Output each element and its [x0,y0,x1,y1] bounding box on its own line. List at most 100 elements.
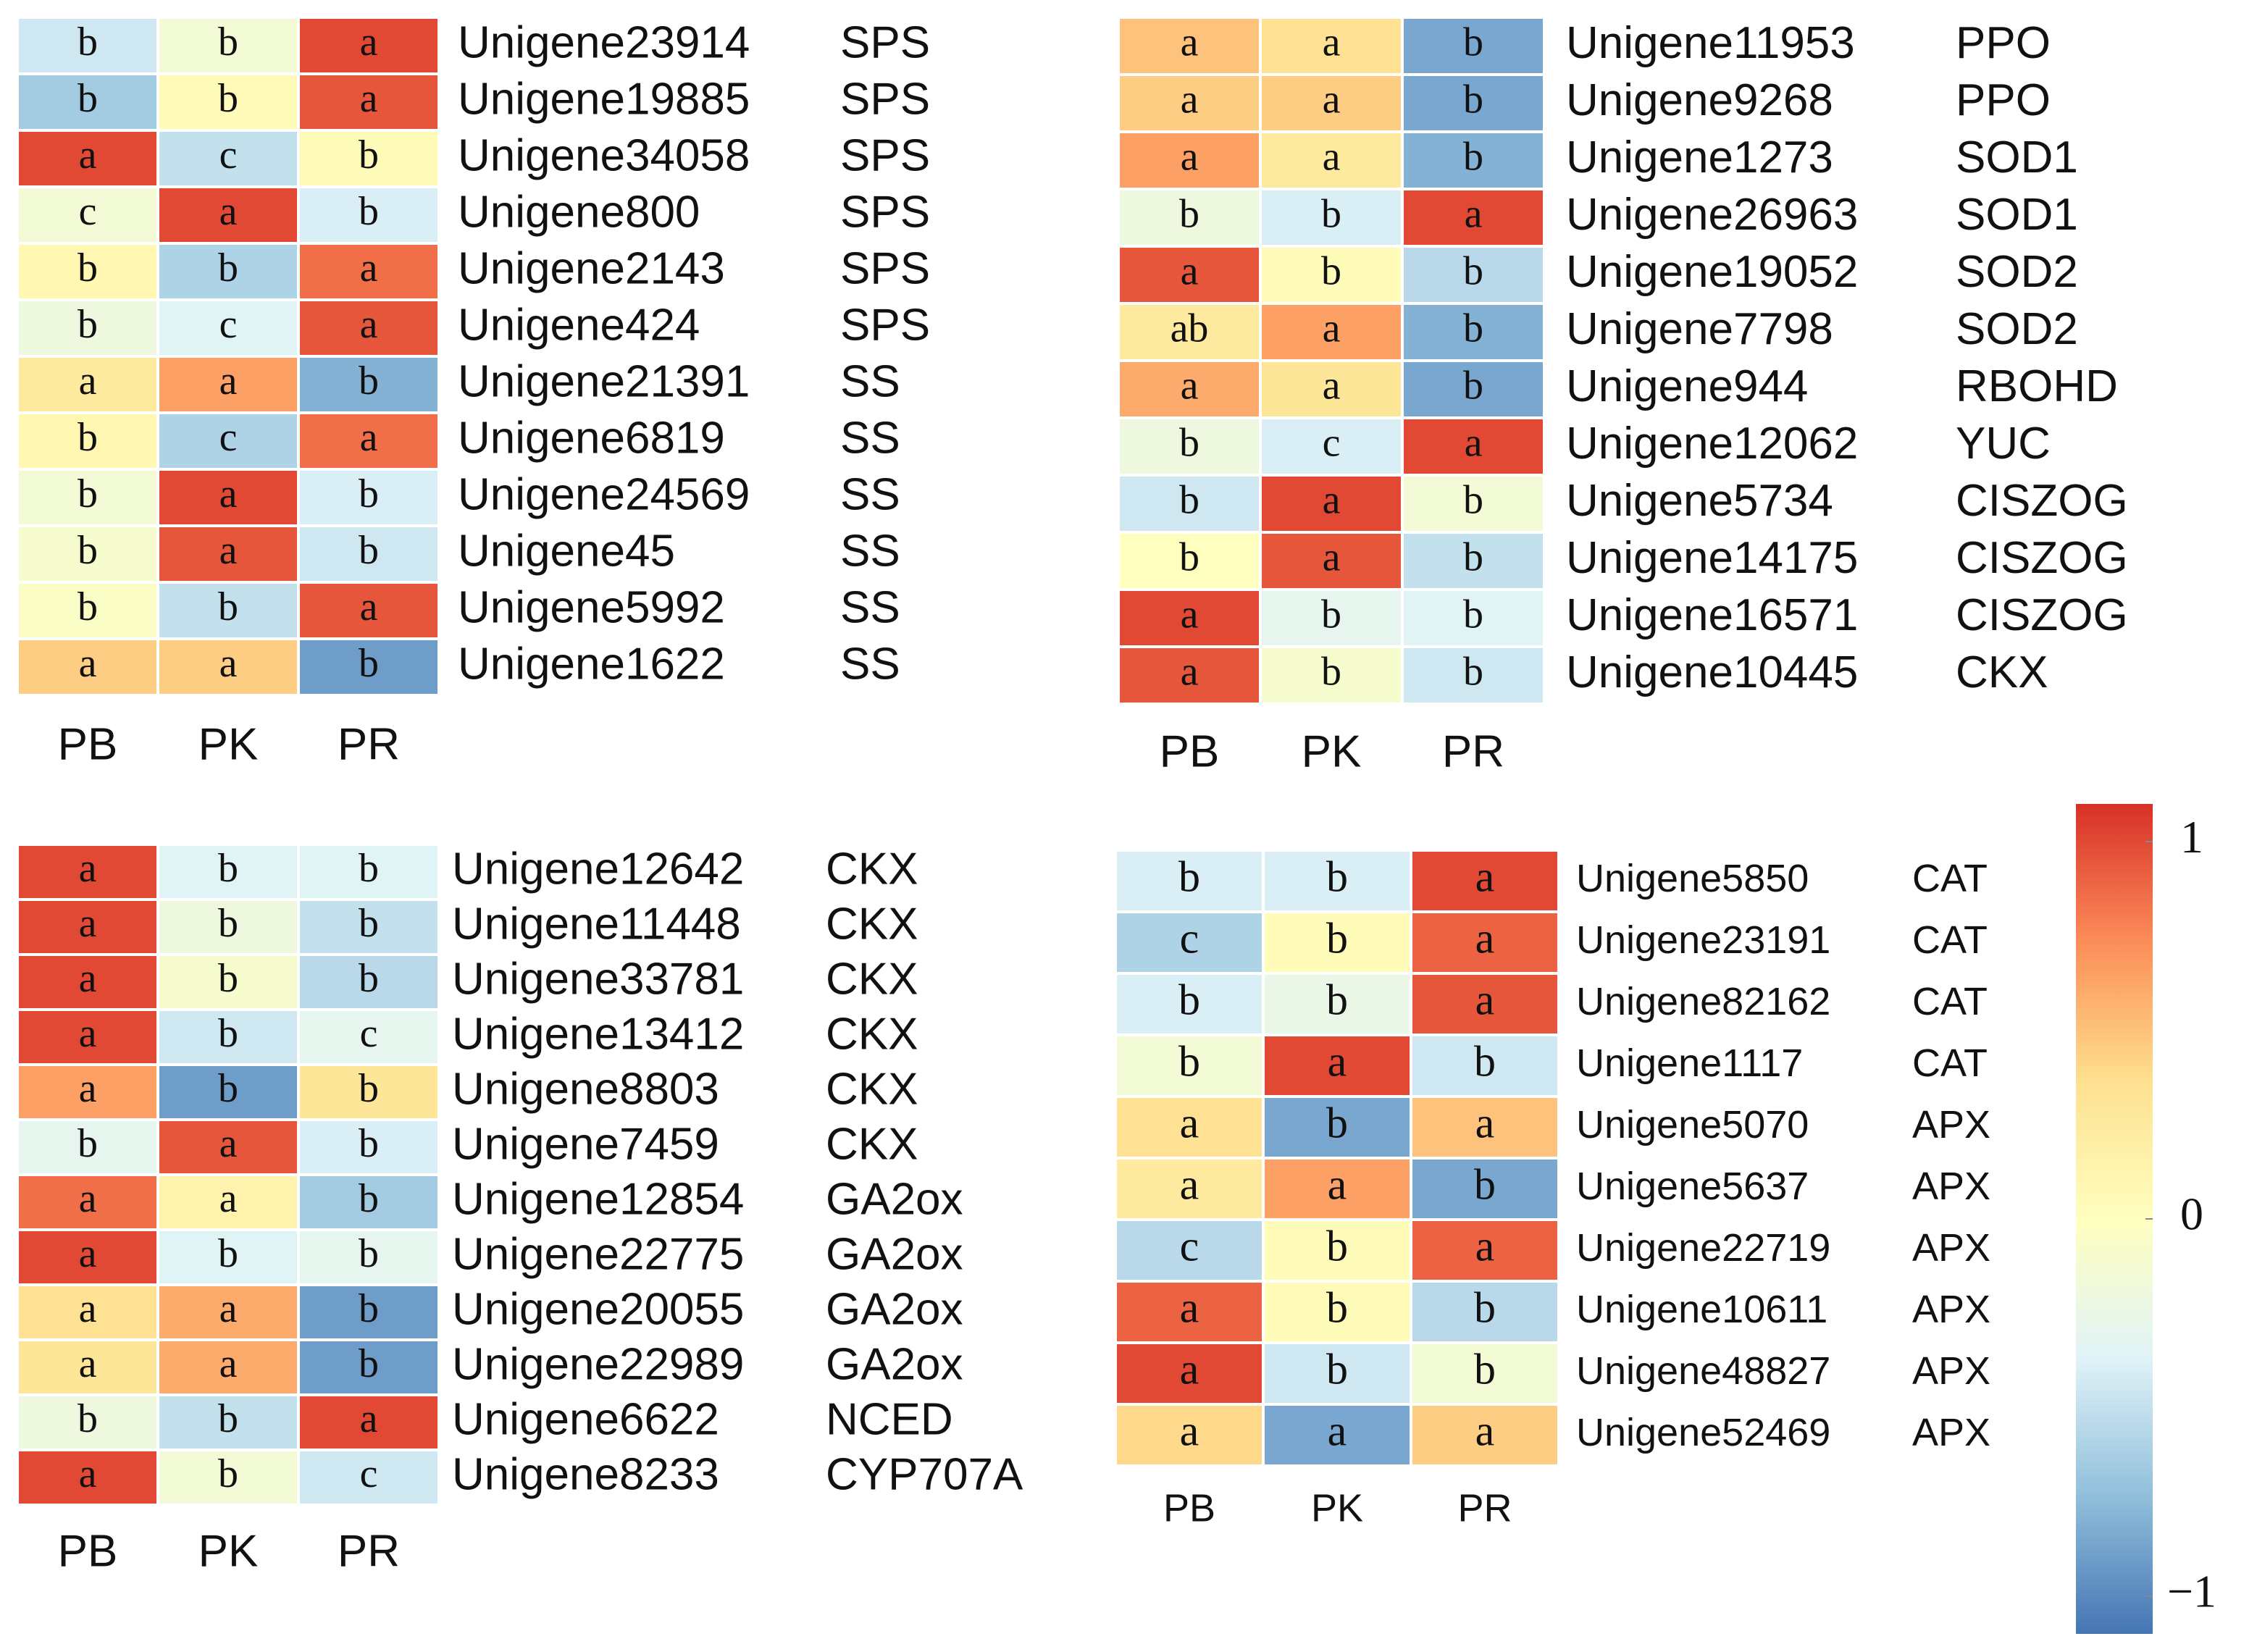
heat-cell [159,471,297,524]
heat-cell [159,75,297,129]
row-id: Unigene1117 [1576,1041,1803,1085]
row-id: Unigene1622 [458,639,725,689]
significance-letter: b [218,956,238,1001]
row-gene: SPS [840,17,930,67]
heat-cell [159,1286,297,1338]
significance-letter: b [218,1451,238,1496]
row-id: Unigene24569 [458,469,750,519]
significance-letter: b [1463,477,1483,522]
heat-cell [1117,852,1262,910]
heat-cell [19,19,156,72]
column-label: PK [1302,726,1362,776]
heat-cell [19,1011,156,1063]
significance-letter: b [218,1011,238,1056]
heat-cell [300,527,437,581]
significance-letter: c [360,1451,378,1496]
heat-cell [19,1396,156,1448]
significance-letter: a [219,641,238,686]
heat-cell [1120,133,1259,188]
row-gene: SS [840,526,900,576]
row-id: Unigene11448 [452,899,741,949]
row-gene: GA2ox [826,1339,963,1389]
heat-cell [300,1066,437,1118]
row-id: Unigene1273 [1566,133,1833,183]
heat-cell [1262,133,1401,188]
heat-cell [1262,248,1401,302]
significance-letter: a [1465,191,1483,236]
significance-letter: a [1181,649,1199,694]
row-gene: CKX [826,1119,918,1169]
column-label: PR [1442,726,1504,776]
significance-letter: b [78,302,98,347]
heat-cell [19,1121,156,1173]
heat-cell [159,358,297,411]
heat-cell [1117,1098,1262,1157]
heat-cell [159,640,297,694]
significance-letter: b [1178,1037,1200,1085]
heat-cell [19,132,156,185]
significance-letter: c [1180,914,1199,962]
heat-cell [19,471,156,524]
significance-letter: c [219,133,238,177]
row-gene: SOD1 [1956,190,2078,240]
significance-letter: a [219,1121,238,1166]
heat-cell [300,19,437,72]
row-gene: CAT [1912,980,1988,1023]
significance-letter: b [1463,20,1483,64]
heat-cell [1265,1098,1410,1157]
heat-cell [300,956,437,1008]
heat-cell [159,1341,297,1393]
significance-letter: b [359,1341,379,1386]
heat-cell [159,527,297,581]
significance-letter: b [218,1396,238,1441]
row-gene: CKX [826,1064,918,1114]
heat-cell [19,1176,156,1228]
heat-cell [1262,190,1401,245]
significance-letter: a [79,1066,97,1111]
row-gene: SS [840,469,900,519]
row-gene: APX [1912,1349,1990,1393]
significance-letter: a [1181,248,1199,293]
significance-letter: a [1475,976,1495,1023]
row-id: Unigene13412 [452,1009,744,1059]
heat-cell [19,414,156,468]
significance-letter: b [1463,592,1483,637]
significance-letter: b [1463,77,1483,122]
significance-letter: b [1178,976,1200,1023]
row-id: Unigene12062 [1566,419,1858,469]
row-gene: CKX [1956,647,2048,697]
heat-cell [1412,913,1557,972]
significance-letter: a [79,1231,97,1276]
row-gene: SOD2 [1956,304,2078,354]
heat-cell [300,414,437,468]
row-id: Unigene82162 [1576,980,1830,1023]
significance-letter: b [359,1231,379,1276]
row-gene: PPO [1956,75,2051,125]
significance-letter: a [1323,306,1341,351]
significance-letter: a [360,246,378,290]
row-gene: RBOHD [1956,361,2118,411]
heat-cell [1117,1036,1262,1095]
row-gene: SPS [840,187,930,237]
significance-letter: a [1181,592,1199,637]
significance-letter: a [360,20,378,64]
significance-letter: b [1326,1345,1348,1393]
heat-cell [1120,477,1259,531]
heat-cell [19,584,156,637]
heat-cell [1117,1344,1262,1403]
heat-cell [1404,591,1543,645]
significance-letter: b [359,1121,379,1166]
heat-cell [1412,1098,1557,1157]
row-gene: GA2ox [826,1229,963,1279]
row-id: Unigene48827 [1576,1349,1830,1393]
heat-cell [1120,362,1259,416]
heat-cell [19,75,156,129]
significance-letter: b [359,471,379,516]
heat-cell [1412,1344,1557,1403]
row-gene: CKX [826,1009,918,1059]
significance-letter: c [219,302,238,347]
heat-cell [159,901,297,953]
heat-cell [300,1396,437,1448]
heat-cell [300,1451,437,1504]
heat-cell [1120,419,1259,474]
